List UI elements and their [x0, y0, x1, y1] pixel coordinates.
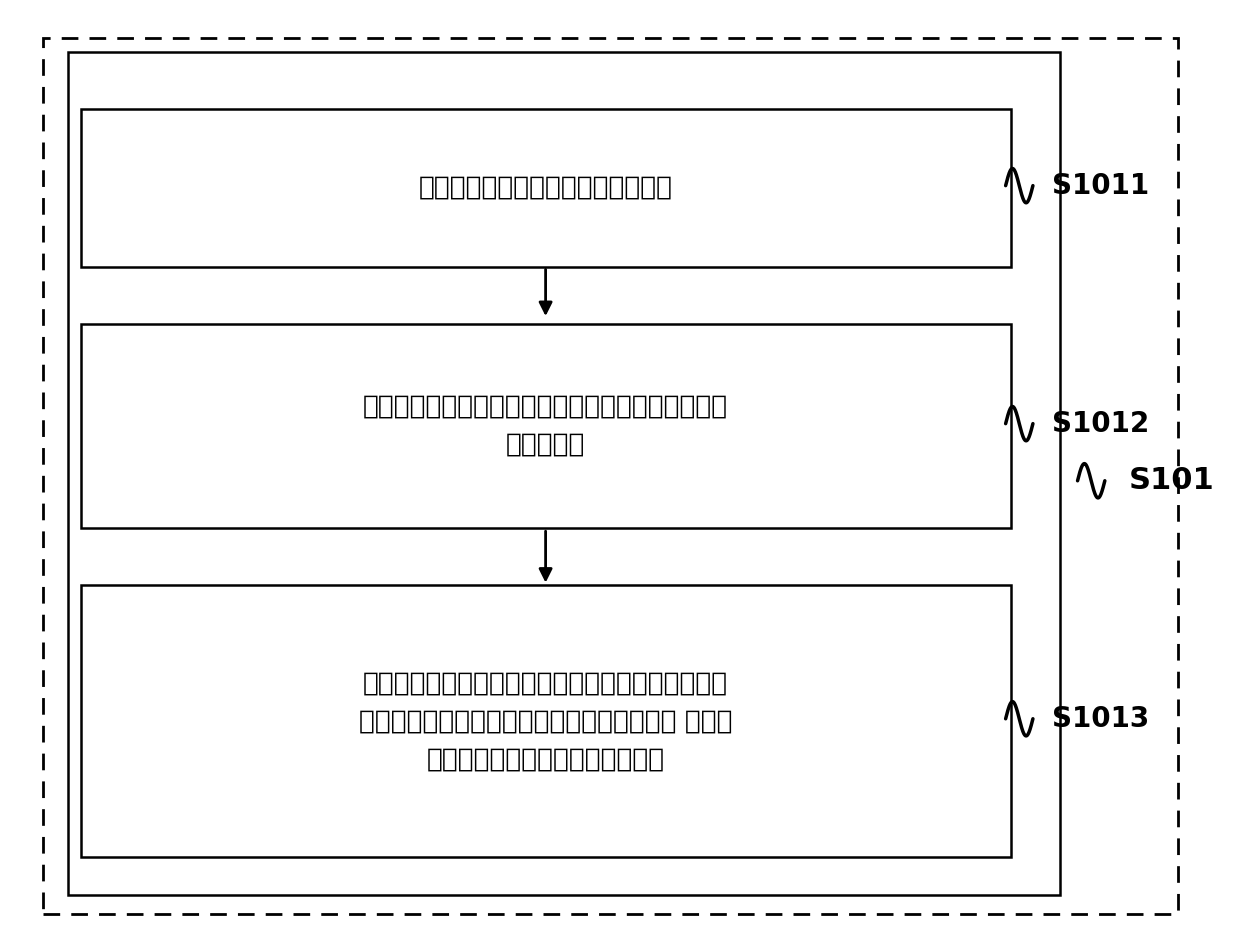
Text: 基于所述标定材料雷达实时接收回波振幅以及所述全
反射金属板雷达接收回波振幅函数值确定所述 标定材
料与空气界面的实时反射系数幅值: 基于所述标定材料雷达实时接收回波振幅以及所述全 反射金属板雷达接收回波振幅函数值…	[358, 670, 733, 772]
Text: S1011: S1011	[1052, 171, 1148, 200]
Bar	[81, 324, 1011, 528]
Bar	[81, 109, 1011, 267]
Bar	[81, 585, 1011, 857]
Text: 确定实时测试距离对应的全反射金属板雷达接收回波
振幅函数值: 确定实时测试距离对应的全反射金属板雷达接收回波 振幅函数值	[363, 394, 728, 458]
Text: S1013: S1013	[1052, 704, 1148, 733]
Text: S101: S101	[1128, 466, 1214, 495]
Text: S1012: S1012	[1052, 409, 1148, 438]
Text: 确定标定材料雷达实时接收回波振幅: 确定标定材料雷达实时接收回波振幅	[419, 175, 672, 201]
Bar	[68, 52, 1060, 895]
